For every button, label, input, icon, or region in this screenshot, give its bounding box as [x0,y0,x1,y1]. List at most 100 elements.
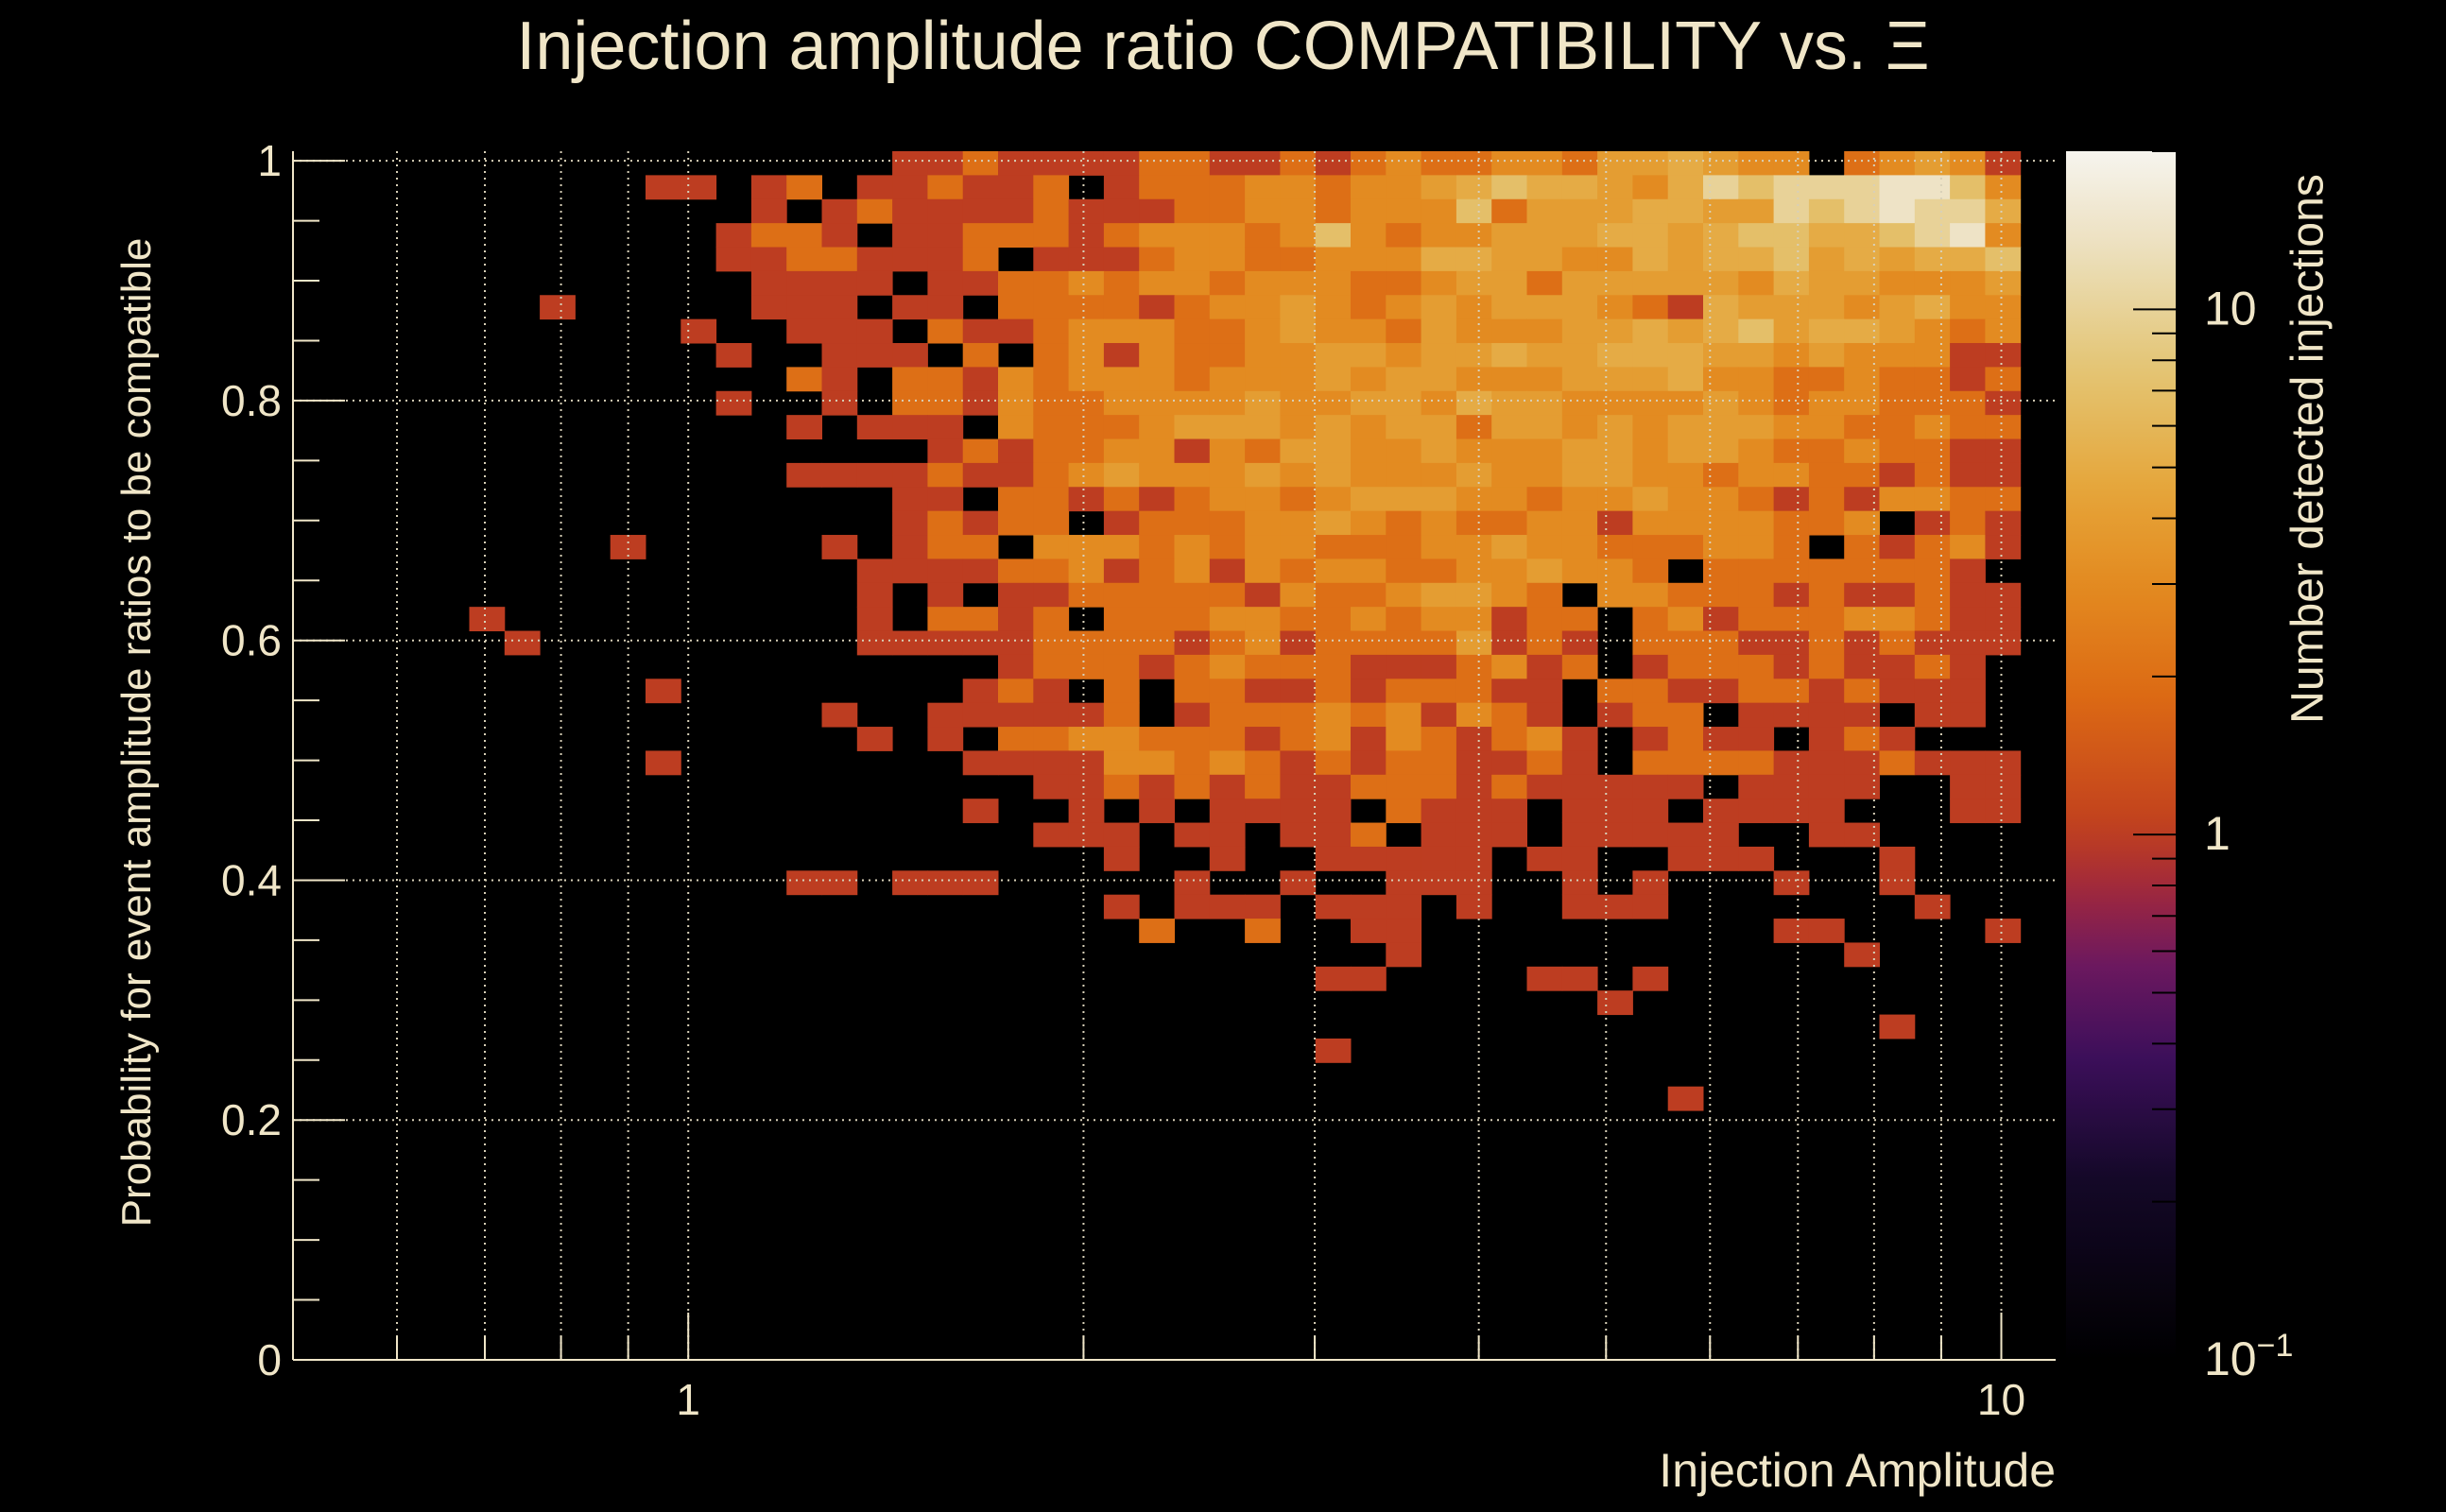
heatmap-cell [1280,774,1317,799]
heatmap-cell [1139,175,1175,200]
heatmap-cell [1738,607,1775,632]
heatmap-cell [1914,462,1951,488]
heatmap-cell [1632,558,1669,584]
heatmap-cell [1561,630,1598,656]
heatmap-cell [1667,702,1704,728]
heatmap-cell [1597,487,1633,512]
heatmap-cell [1351,846,1387,871]
heatmap-cell [1245,343,1281,368]
heatmap-cell [1068,750,1105,776]
heatmap-cell [892,343,928,368]
heatmap-cell [680,318,717,344]
heatmap-cell [1280,415,1317,440]
heatmap-cell [786,270,822,296]
heatmap-cell [1914,702,1951,728]
heatmap-cell [1985,462,2022,488]
heatmap-cell [892,295,928,320]
heatmap-cell [1738,175,1775,200]
heatmap-cell [1351,270,1387,296]
heatmap-cell [1315,390,1352,416]
heatmap-cell [998,654,1034,679]
heatmap-cell [1597,175,1633,200]
heatmap-cell [1139,630,1175,656]
heatmap-cell [1703,343,1739,368]
heatmap-cell [927,702,964,728]
heatmap-cell [1808,822,1845,848]
heatmap-cell [1209,510,1246,536]
heatmap-cell [1879,487,1916,512]
heatmap-cell [1808,607,1845,632]
heatmap-cell [1280,270,1317,296]
heatmap-cell [1245,535,1281,559]
heatmap-cell [927,870,964,896]
heatmap-cell [1351,822,1387,848]
heatmap-cell [1526,750,1563,776]
heatmap-cell [998,510,1034,536]
heatmap-cell [1033,318,1070,344]
heatmap-cell [821,343,858,368]
axes: 0 0.2 0.4 0.6 0.8 1 1 10 [221,136,2056,1424]
heatmap-cell [1491,462,1527,488]
heatmap-cell [1245,894,1281,919]
heatmap-cell [1209,487,1246,512]
heatmap-cell [1174,870,1211,896]
heatmap-cell [1561,270,1598,296]
heatmap-cell [1456,702,1492,728]
heatmap-cell [1386,223,1422,249]
heatmap-cell [1456,630,1492,656]
heatmap-cell [1526,198,1563,224]
heatmap-cell [1738,510,1775,536]
heatmap-cell [1914,295,1951,320]
heatmap-cell [1773,750,1810,776]
heatmap-cell [1386,247,1422,272]
heatmap-cell [1456,487,1492,512]
heatmap-cell [1914,679,1951,704]
heatmap-cell [1950,702,1986,728]
heatmap-cell [1632,607,1669,632]
heatmap-cell [1315,198,1352,224]
heatmap-cell [1209,799,1246,824]
heatmap-cell [1914,318,1951,344]
heatmap-cell [1280,151,1317,176]
heatmap-cell [1597,198,1633,224]
heatmap-cell [1456,390,1492,416]
heatmap-cell [1879,462,1916,488]
heatmap-cell [1667,343,1704,368]
heatmap-cell [1526,774,1563,799]
heatmap-cell [1561,510,1598,536]
heatmap-cell [1456,750,1492,776]
heatmap-cell [1597,462,1633,488]
heatmap-cell [1985,270,2022,296]
heatmap-cell [1738,223,1775,249]
heatmap-cell [1597,799,1633,824]
heatmap-cell [1209,390,1246,416]
heatmap-cell [1808,750,1845,776]
heatmap-cell [1808,270,1845,296]
heatmap-cell [892,462,928,488]
heatmap-cell [1597,582,1633,608]
heatmap-cell [1985,367,2022,392]
heatmap-cell [1950,438,1986,464]
heatmap-cell [1315,582,1352,608]
heatmap-cell [1950,390,1986,416]
heatmap-cell [1174,175,1211,200]
heatmap-cell [1632,799,1669,824]
heatmap-cell [469,607,506,632]
heatmap-cell [1703,415,1739,440]
heatmap-cell [1280,487,1317,512]
heatmap-cell [715,390,752,416]
heatmap-cell [1315,318,1352,344]
heatmap-cell [1491,630,1527,656]
heatmap-cell [1985,630,2022,656]
heatmap-cell [1703,582,1739,608]
heatmap-cell [856,630,893,656]
heatmap-cell [1139,223,1175,249]
heatmap-cell [1879,607,1916,632]
heatmap-cell [1386,462,1422,488]
heatmap-cell [1703,175,1739,200]
heatmap-cell [1209,582,1246,608]
heatmap-cell [1703,679,1739,704]
heatmap-cell [1421,607,1457,632]
heatmap-cell [1561,175,1598,200]
heatmap-cell [1280,295,1317,320]
